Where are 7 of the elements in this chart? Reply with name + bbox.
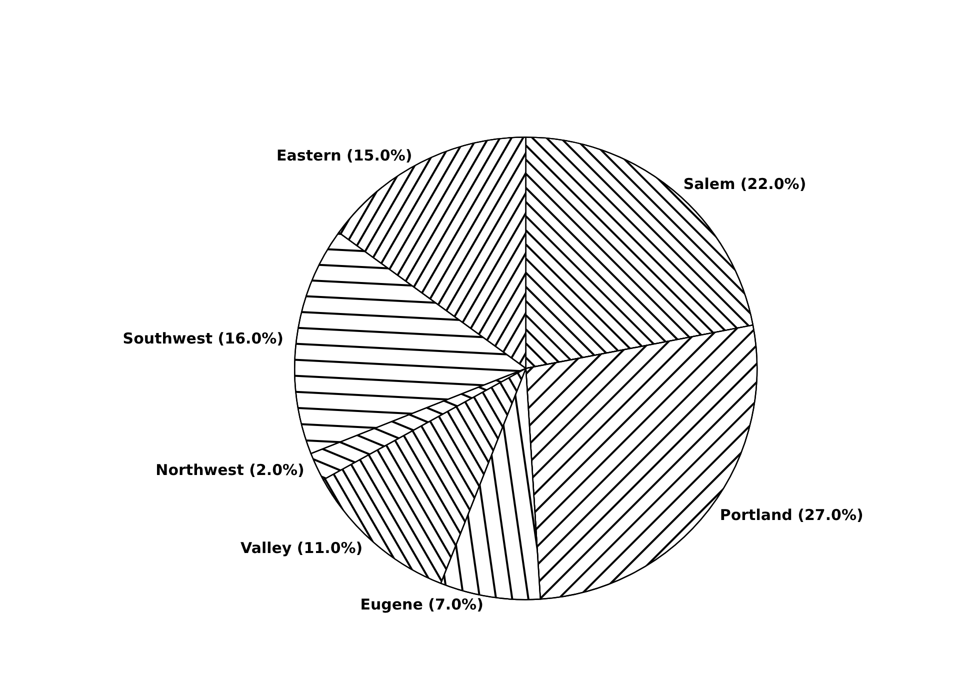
slice-label: Eugene (7.0%) <box>360 596 484 614</box>
slice-label: Valley (11.0%) <box>240 538 363 557</box>
slice-label: Salem (22.0%) <box>683 175 806 194</box>
slice-label: Southwest (16.0%) <box>122 329 284 348</box>
slice-label: Eastern (15.0%) <box>276 146 412 164</box>
slice-label: Northwest (2.0%) <box>156 461 304 480</box>
slice-label: Portland (27.0%) <box>720 506 864 524</box>
